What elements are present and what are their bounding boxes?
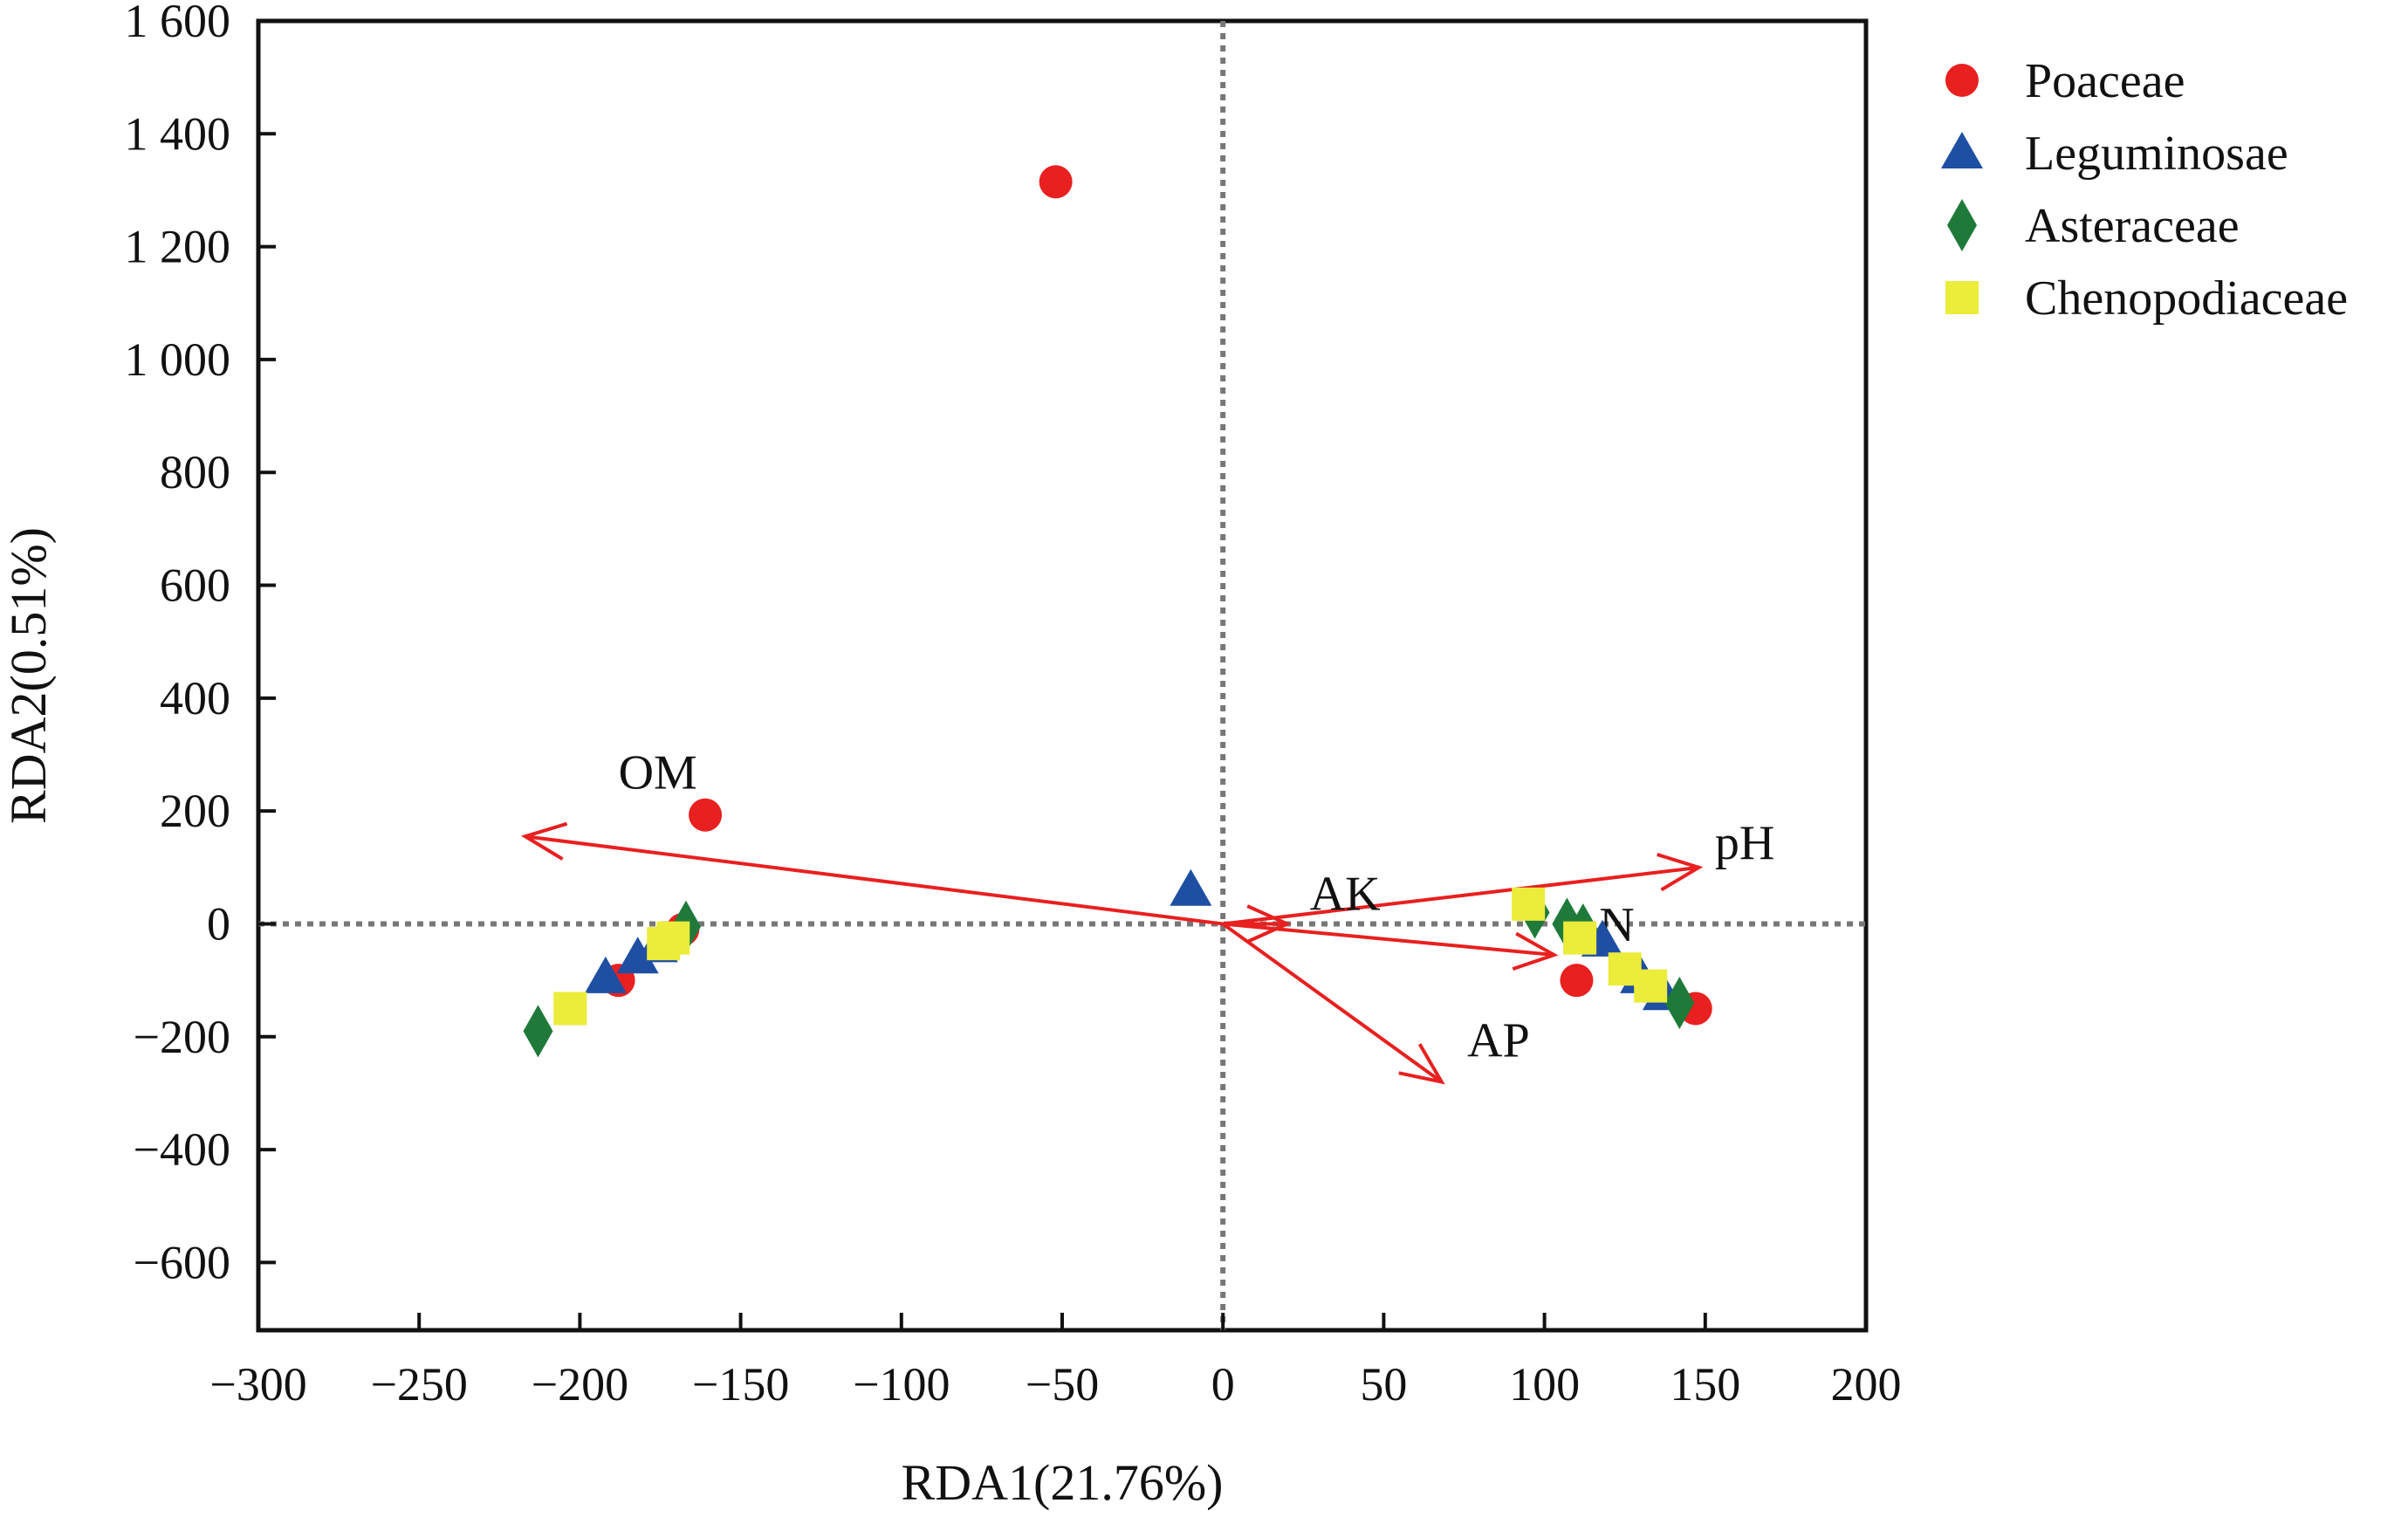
x-axis-ticks: −300 −250 −200 −150 −100 −50 0 50 100 150 200 [209, 1313, 1902, 1411]
x-tick-label: 150 [1670, 1358, 1740, 1411]
chenopodiaceae-point [1563, 921, 1597, 955]
x-tick-label: −200 [532, 1358, 628, 1411]
leguminosae-point [1170, 868, 1212, 906]
vector-ph: pH [1222, 816, 1774, 926]
zero-lines [258, 21, 1866, 1330]
x-tick-label: 100 [1509, 1358, 1580, 1411]
plot-border [256, 18, 1869, 1333]
leguminosae-point [584, 956, 627, 993]
x-tick-label: 0 [1211, 1358, 1235, 1411]
vector-om: OM [520, 745, 1224, 926]
y-tick-label: −400 [134, 1123, 230, 1176]
y-tick-label: 1 000 [125, 333, 231, 386]
y-tick-label: −600 [134, 1236, 230, 1288]
legend-item-poaceae: Poaceae [1945, 54, 2185, 108]
vector-label: pH [1715, 816, 1774, 870]
vector-label: AK [1310, 867, 1381, 921]
vector-label: OM [619, 745, 697, 800]
legend-item-asteraceae: Asteraceae [1947, 199, 2240, 253]
y-axis-ticks: 1 600 1 400 1 200 1 000 800 600 400 200 0 −200 −40… [125, 0, 276, 1288]
y-tick-label: 400 [160, 672, 230, 724]
asteraceae-point [523, 1005, 553, 1058]
legend-triangle-icon [1941, 132, 1983, 168]
series-poaceae [601, 165, 1712, 1026]
y-tick-label: 600 [160, 559, 230, 612]
vector-shaft [1223, 922, 1554, 958]
y-tick-label: −200 [134, 1011, 230, 1063]
x-tick-label: −150 [692, 1358, 789, 1411]
vector-arrowhead [520, 821, 568, 861]
sample-points [523, 165, 1712, 1058]
vector-arrowhead [1246, 904, 1292, 944]
vector-arrowhead [1398, 1043, 1445, 1085]
x-tick-label: 200 [1831, 1358, 1902, 1411]
chenopodiaceae-point [553, 992, 587, 1026]
chenopodiaceae-point [1512, 887, 1546, 921]
legend-item-leguminosae: Leguminosae [1941, 127, 2288, 181]
chenopodiaceae-point [647, 927, 681, 961]
legend-circle-icon [1945, 64, 1979, 97]
legend-label: Poaceae [2025, 54, 2185, 108]
x-tick-label: −50 [1026, 1358, 1099, 1411]
x-tick-label: −300 [209, 1358, 306, 1411]
vector-shaft [1222, 865, 1699, 926]
x-axis-title: RDA1(21.76%) [902, 1454, 1224, 1511]
vector-label: AP [1467, 1013, 1530, 1067]
legend: Poaceae Leguminosae Asteraceae Chenopodiace… [1941, 54, 2348, 326]
series-chenopodiaceae [553, 887, 1668, 1026]
poaceae-point [689, 798, 723, 832]
vector-arrowhead [1657, 853, 1704, 892]
y-axis-title: RDA2(0.51%) [0, 527, 57, 824]
poaceae-point [1560, 964, 1594, 998]
x-tick-label: 50 [1360, 1358, 1407, 1411]
y-tick-label: 1 400 [125, 107, 231, 160]
poaceae-point [1039, 165, 1073, 199]
vector-arrowhead [1512, 931, 1559, 971]
leguminosae-point [616, 937, 659, 974]
vector-shaft [1222, 922, 1443, 1084]
legend-label: Chenopodiaceae [2025, 271, 2348, 326]
x-tick-label: −100 [853, 1358, 950, 1411]
y-tick-label: 200 [160, 785, 230, 837]
legend-diamond-icon [1947, 199, 1977, 251]
chenopodiaceae-point [1634, 969, 1668, 1003]
y-tick-label: 0 [207, 897, 230, 950]
x-tick-label: −250 [370, 1358, 467, 1411]
legend-item-chenopodiaceae: Chenopodiaceae [1945, 271, 2348, 326]
vector-ap: AP [1222, 922, 1530, 1085]
legend-label: Leguminosae [2025, 127, 2288, 181]
y-tick-label: 1 200 [125, 221, 231, 273]
asteraceae-point [1664, 977, 1695, 1029]
vector-shaft [525, 834, 1224, 926]
legend-square-icon [1945, 281, 1979, 314]
y-tick-label: 1 600 [125, 0, 231, 47]
legend-label: Asteraceae [2025, 199, 2240, 253]
plot-frame [256, 18, 1869, 1333]
y-tick-label: 800 [160, 446, 230, 498]
